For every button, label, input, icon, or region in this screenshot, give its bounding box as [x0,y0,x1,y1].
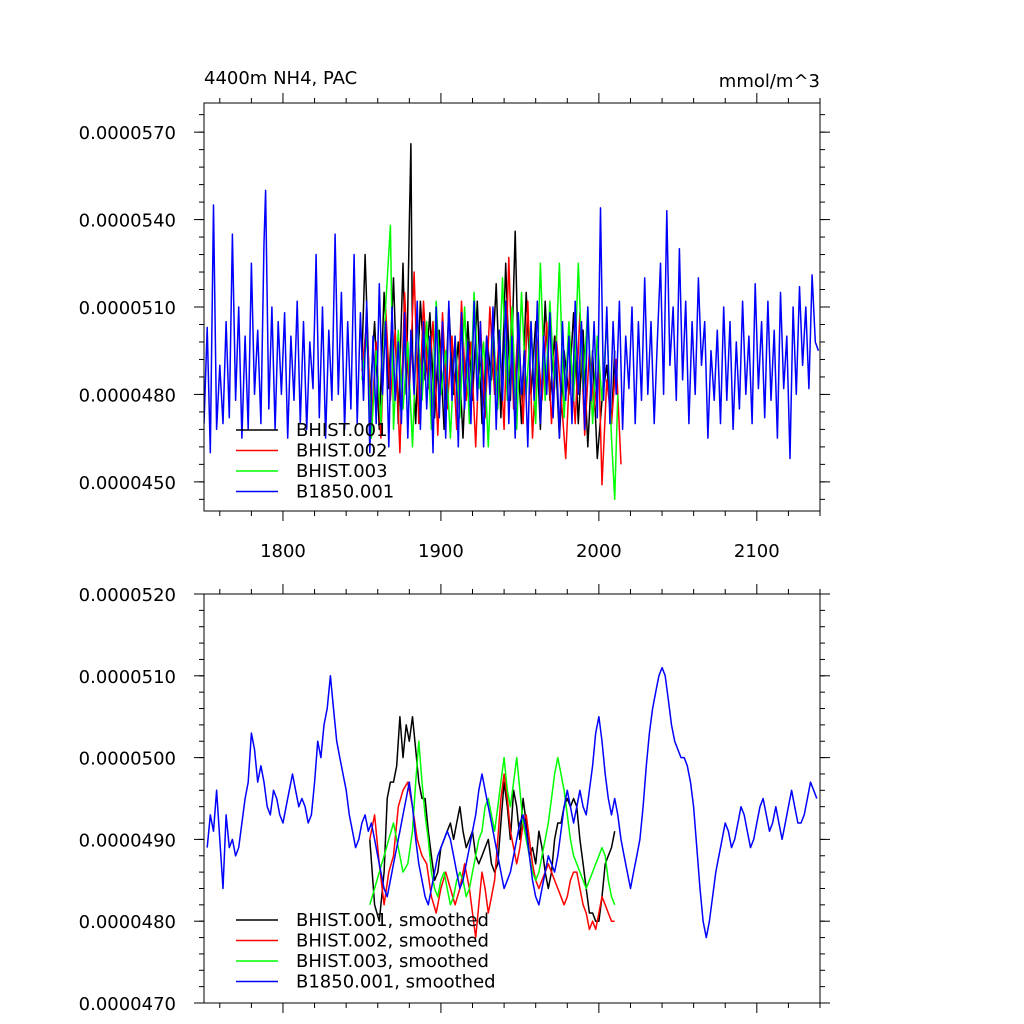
top-y-tick-label: 0.0000540 [79,211,176,232]
top-panel-lines [204,143,820,501]
bottom-legend-label-4: B1850.001, smoothed [296,972,496,993]
top-y-tick-label: 0.0000480 [79,385,176,406]
bottom-y-tick-label: 0.0000520 [79,585,176,606]
top-y-tick-label: 0.0000510 [79,298,176,319]
bottom-y-tick-label: 0.0000510 [79,667,176,688]
bottom-series-line-3 [369,740,616,906]
top-x-tick-label: 1900 [418,541,464,562]
top-panel-title: 4400m NH4, PAC [204,68,357,89]
top-x-tick-label: 2100 [734,541,780,562]
bottom-y-tick-label: 0.0000500 [79,749,176,770]
bottom-panel: 0.0000470 0.0000480 0.0000490 0.0000500 0.00… [79,584,830,1015]
top-panel: 4400m NH4, PAC mmol/m^3 0.00004500.00004… [79,68,830,562]
bottom-legend-label-2: BHIST.002, smoothed [296,931,489,952]
top-x-tick-label: 2000 [576,541,622,562]
bottom-legend-label-3: BHIST.003, smoothed [296,951,489,972]
top-legend-label-2: BHIST.002 [296,441,388,462]
top-panel-units: mmol/m^3 [719,71,820,92]
bottom-y-tick-label: 0.0000470 [79,994,176,1015]
top-panel-axes: 0.0000450 0.0000480 0.0000510 0.0000540 0.00… [79,93,830,562]
top-legend-label-3: BHIST.003 [296,461,388,482]
bottom-legend-label-1: BHIST.001, smoothed [296,910,489,931]
top-legend-label-4: B1850.001 [296,482,394,503]
bottom-y-tick-label: 0.0000490 [79,830,176,851]
top-legend-label-1: BHIST.001 [296,420,388,441]
top-series-line-4 [204,189,820,460]
bottom-y-tick-label: 0.0000480 [79,912,176,933]
top-x-tick-label: 1800 [260,541,306,562]
bottom-panel-lines [206,666,818,939]
bottom-plot-frame [203,593,821,1004]
bottom-series-line-2 [369,773,615,939]
top-y-tick-label: 0.0000450 [79,473,176,494]
top-y-tick-label: 0.0000570 [79,123,176,144]
bottom-panel-axes: 0.0000470 0.0000480 0.0000490 0.0000500 0.00… [79,584,830,1015]
bottom-series-line-4 [206,666,818,939]
